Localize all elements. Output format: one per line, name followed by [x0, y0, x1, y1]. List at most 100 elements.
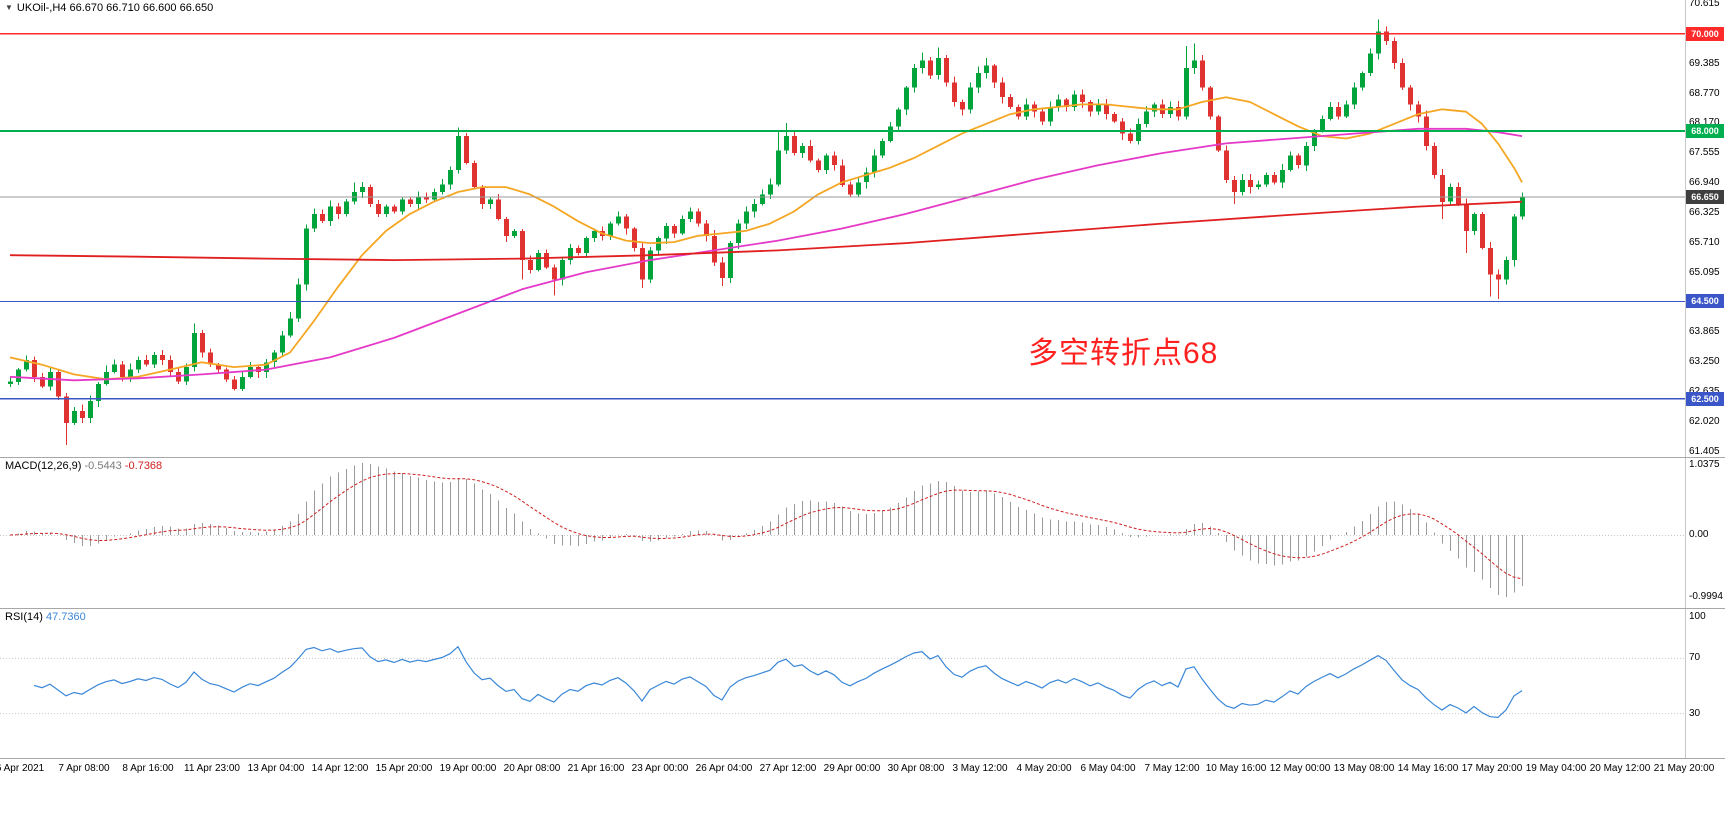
candle [1072, 90, 1077, 111]
candle [320, 209, 325, 223]
price-tick-label: 70.615 [1689, 0, 1720, 9]
candle [1480, 212, 1485, 250]
pivot-line-68000-badge: 68.000 [1686, 124, 1724, 138]
main-chart-canvas[interactable] [0, 0, 1725, 457]
candle [496, 193, 501, 221]
fast-ma-orange [9, 96, 1523, 381]
candle [280, 331, 285, 357]
macd-tick-label: 0.00 [1689, 529, 1709, 540]
time-axis-label: 30 Apr 08:00 [887, 763, 945, 774]
panel-separator[interactable] [0, 608, 1725, 609]
macd-canvas[interactable] [0, 458, 1725, 608]
time-axis-label: 7 May 12:00 [1144, 763, 1200, 774]
chart-annotation-text[interactable]: 多空转折点68 [1028, 337, 1219, 370]
candle [264, 358, 269, 378]
candle [1384, 26, 1389, 46]
candle [224, 367, 229, 383]
rsi-tick-label: 30 [1689, 708, 1701, 719]
candle [736, 219, 741, 249]
price-tick-label: 68.770 [1689, 88, 1720, 99]
candle [336, 202, 341, 219]
candle [616, 211, 621, 226]
candle [1224, 145, 1229, 183]
candle [1256, 180, 1261, 190]
candle [712, 229, 717, 266]
time-axis-label: 27 Apr 12:00 [759, 763, 817, 774]
candle [808, 139, 813, 163]
candle [952, 76, 957, 107]
candle [1008, 94, 1013, 109]
panel-separator[interactable] [0, 758, 1725, 759]
time-axis-label: 10 May 16:00 [1205, 763, 1267, 774]
candle [456, 127, 461, 174]
candle [520, 229, 525, 280]
candle [312, 208, 317, 232]
candle [896, 107, 901, 131]
candle [584, 236, 589, 259]
macd-signal-line [9, 472, 1523, 580]
candle [680, 215, 685, 235]
candle [384, 204, 389, 217]
price-tick-label: 62.020 [1689, 416, 1720, 427]
candle [296, 278, 301, 322]
candle [1272, 171, 1277, 185]
candle [304, 224, 309, 291]
rsi-canvas[interactable] [0, 609, 1725, 758]
panel-separator[interactable] [0, 457, 1725, 458]
time-axis[interactable]: 6 Apr 2021 7 Apr 08:00 8 Apr 16:00 11 Apr 2… [0, 759, 1725, 785]
candle [1400, 58, 1405, 91]
time-axis-label: 4 May 20:00 [1016, 763, 1072, 774]
candle [1448, 183, 1453, 206]
time-axis-label: 17 May 20:00 [1461, 763, 1523, 774]
candle [960, 99, 965, 116]
time-axis-label: 21 Apr 16:00 [567, 763, 625, 774]
candle [1040, 108, 1045, 125]
candle [1048, 101, 1053, 127]
macd-panel[interactable]: MACD(12,26,9) -0.5443 -0.7368 1.0375 0.00… [0, 458, 1725, 608]
candle [1416, 101, 1421, 123]
candle [1144, 106, 1149, 128]
candle [1264, 172, 1269, 187]
candle [1240, 174, 1245, 196]
candle [632, 226, 637, 252]
macd-main-value: -0.5443 [84, 460, 122, 472]
candle [488, 197, 493, 210]
price-tick-label: 65.095 [1689, 267, 1720, 278]
price-tick-label: 65.710 [1689, 237, 1720, 248]
candle [1392, 37, 1397, 69]
candle [912, 64, 917, 93]
candle [1104, 99, 1109, 120]
candle [720, 257, 725, 286]
rsi-line [33, 645, 1523, 719]
price-axis[interactable]: 70.00068.00066.65064.50062.50070.61570.0… [1686, 0, 1725, 457]
time-axis-label: 13 Apr 04:00 [247, 763, 305, 774]
rsi-value-axis[interactable]: 100 70 30 [1686, 609, 1725, 758]
rsi-panel[interactable]: RSI(14) 47.7360 100 70 30 [0, 609, 1725, 758]
candle [448, 166, 453, 190]
mid-ma-magenta [9, 127, 1523, 382]
candle [880, 138, 885, 158]
candle [96, 381, 101, 407]
time-axis-label: 8 Apr 16:00 [122, 763, 174, 774]
candle [136, 356, 141, 373]
candle [856, 178, 861, 197]
time-axis-label: 6 Apr 2021 [0, 763, 45, 774]
candle [56, 369, 61, 400]
macd-value-axis[interactable]: 1.0375 0.00 -0.9994 [1686, 458, 1725, 608]
candles-layer [8, 19, 1525, 445]
time-axis-label: 11 Apr 23:00 [184, 763, 240, 774]
candle [160, 349, 165, 366]
main-chart-panel[interactable]: ▼ UKOil-,H4 66.670 66.710 66.600 66.650 多… [0, 0, 1725, 457]
candle [1208, 85, 1213, 120]
candle [760, 189, 765, 206]
candle [1088, 99, 1093, 117]
support-line-64500-badge: 64.500 [1686, 294, 1724, 308]
candle [984, 58, 989, 79]
candle [328, 200, 333, 226]
candle [944, 54, 949, 87]
rsi-tick-label: 70 [1689, 652, 1701, 663]
candle [1024, 98, 1029, 121]
candle [1296, 153, 1301, 169]
time-axis-label: 14 Apr 12:00 [311, 763, 369, 774]
price-tick-label: 62.635 [1689, 386, 1720, 397]
